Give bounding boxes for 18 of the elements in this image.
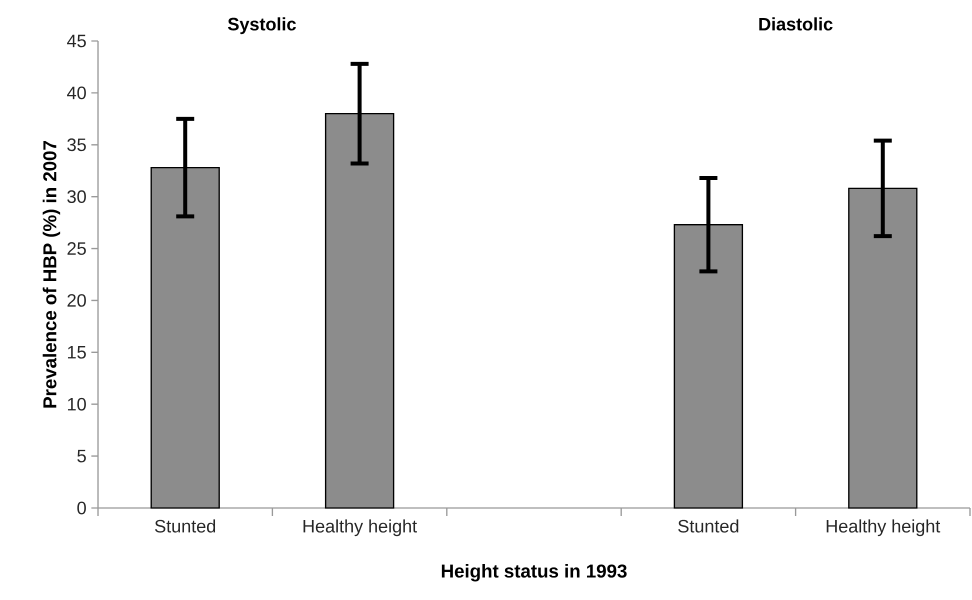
- y-tick-label: 45: [67, 34, 86, 48]
- x-axis-title: Height status in 1993: [442, 564, 627, 582]
- y-axis-title: Prevalence of HBP (%) in 2007: [42, 141, 60, 408]
- y-tick-label: 30: [67, 190, 86, 204]
- x-tick-label: Stunted: [678, 519, 738, 533]
- y-tick-label: 25: [68, 242, 86, 255]
- y-tick-label: 20: [68, 294, 86, 307]
- y-tick-label: 15: [68, 346, 86, 359]
- y-tick-label: 10: [68, 398, 86, 411]
- x-tick-label: Healthy height: [826, 519, 940, 536]
- x-tick-label: Stunted: [154, 519, 216, 533]
- y-tick-label: 35: [67, 138, 86, 152]
- text: Diastolic: [759, 17, 833, 30]
- text: Systolic: [228, 17, 296, 34]
- y-tick-label: 40: [67, 86, 86, 100]
- y-tick-label: 5: [77, 450, 86, 462]
- x-tick-label: Healthy height: [304, 519, 417, 536]
- y-tick-label: 0: [77, 502, 86, 514]
